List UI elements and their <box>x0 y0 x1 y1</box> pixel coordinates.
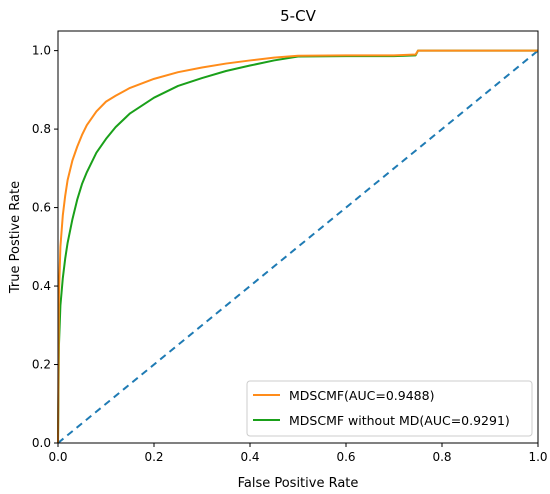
data-layer <box>57 49 539 444</box>
x-tick-label: 0.2 <box>144 450 163 464</box>
legend-entry-mdscmf-without-md: MDSCMF without MD(AUC=0.9291) <box>289 413 510 428</box>
legend-box <box>246 380 533 437</box>
ticks-layer: 0.0 0.2 0.4 0.6 0.8 1.0 0.0 0.2 0.4 0.6 0.8 1.0 <box>32 44 548 464</box>
x-tick-label: 0.8 <box>432 450 451 464</box>
y-tick-label: 1.0 <box>32 44 51 58</box>
x-tick-label: 1.0 <box>528 450 547 464</box>
y-axis-label: True Postive Rate <box>8 181 23 294</box>
x-tick-label: 0.0 <box>48 450 67 464</box>
y-tick-label: 0.4 <box>32 279 51 293</box>
axes-frame <box>57 30 539 444</box>
chart-title: 5-CV <box>280 7 316 25</box>
plot-area <box>58 31 538 443</box>
y-tick-label: 0.0 <box>32 436 51 450</box>
legend-entry-mdscmf: MDSCMF(AUC=0.9488) <box>289 388 434 403</box>
legend: MDSCMF(AUC=0.9488) MDSCMF without MD(AUC… <box>246 380 533 437</box>
series-line-0 <box>57 49 538 444</box>
x-tick-label: 0.4 <box>240 450 259 464</box>
y-tick-label: 0.6 <box>32 201 51 215</box>
y-tick-label: 0.8 <box>32 122 51 136</box>
y-tick-label: 0.2 <box>32 358 51 372</box>
chance-diagonal-line <box>57 49 539 444</box>
x-tick-label: 0.6 <box>336 450 355 464</box>
x-axis-label: False Positive Rate <box>238 476 359 491</box>
